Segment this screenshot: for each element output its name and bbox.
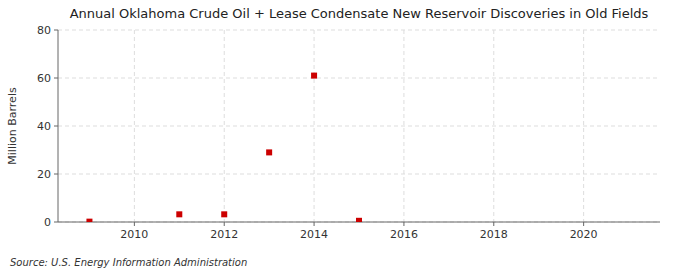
x-tick-label: 2020 bbox=[570, 228, 598, 241]
x-tick bbox=[583, 222, 584, 226]
y-tick-label: 40 bbox=[37, 120, 51, 133]
x-tick bbox=[493, 222, 494, 226]
y-tick bbox=[54, 222, 58, 223]
grid-line-y bbox=[58, 174, 660, 175]
x-tick-label: 2012 bbox=[210, 228, 238, 241]
x-tick-label: 2014 bbox=[300, 228, 328, 241]
y-tick-label: 0 bbox=[44, 216, 51, 229]
grid-line-y bbox=[58, 126, 660, 127]
grid-line-x bbox=[403, 30, 404, 222]
x-tick-label: 2010 bbox=[120, 228, 148, 241]
x-tick bbox=[224, 222, 225, 226]
grid-line-y bbox=[58, 30, 660, 31]
x-tick bbox=[134, 222, 135, 226]
grid-line-x bbox=[314, 30, 315, 222]
point bbox=[221, 211, 227, 217]
point bbox=[356, 218, 362, 222]
grid-line-x bbox=[224, 30, 225, 222]
point bbox=[176, 211, 182, 217]
x-tick-label: 2016 bbox=[390, 228, 418, 241]
point bbox=[86, 219, 92, 222]
grid-line-x bbox=[134, 30, 135, 222]
axes: 2010 2012 2014 2016 2018 2020 0 20 40 60 80 bbox=[37, 24, 660, 241]
grid-line-x bbox=[493, 30, 494, 222]
points bbox=[86, 73, 362, 222]
x-tick-label: 2018 bbox=[480, 228, 508, 241]
point bbox=[266, 149, 272, 155]
x-tick bbox=[314, 222, 315, 226]
y-tick bbox=[54, 174, 58, 175]
y-tick-label: 80 bbox=[37, 24, 51, 37]
y-tick bbox=[54, 30, 58, 31]
y-tick bbox=[54, 126, 58, 127]
y-axis-label: Million Barrels bbox=[6, 87, 19, 165]
title: Annual Oklahoma Crude Oil + Lease Conden… bbox=[70, 6, 649, 21]
point bbox=[311, 73, 317, 79]
y-tick-label: 60 bbox=[37, 72, 51, 85]
source-note: Source: U.S. Energy Information Administ… bbox=[10, 257, 247, 268]
grid bbox=[58, 30, 660, 222]
grid-line-y bbox=[58, 78, 660, 79]
y-tick bbox=[54, 78, 58, 79]
y-tick-label: 20 bbox=[37, 168, 51, 181]
grid-line-x bbox=[583, 30, 584, 222]
chart: 2010 2012 2014 2016 2018 2020 0 20 40 60 80 Annual … bbox=[0, 0, 675, 275]
x-tick bbox=[403, 222, 404, 226]
